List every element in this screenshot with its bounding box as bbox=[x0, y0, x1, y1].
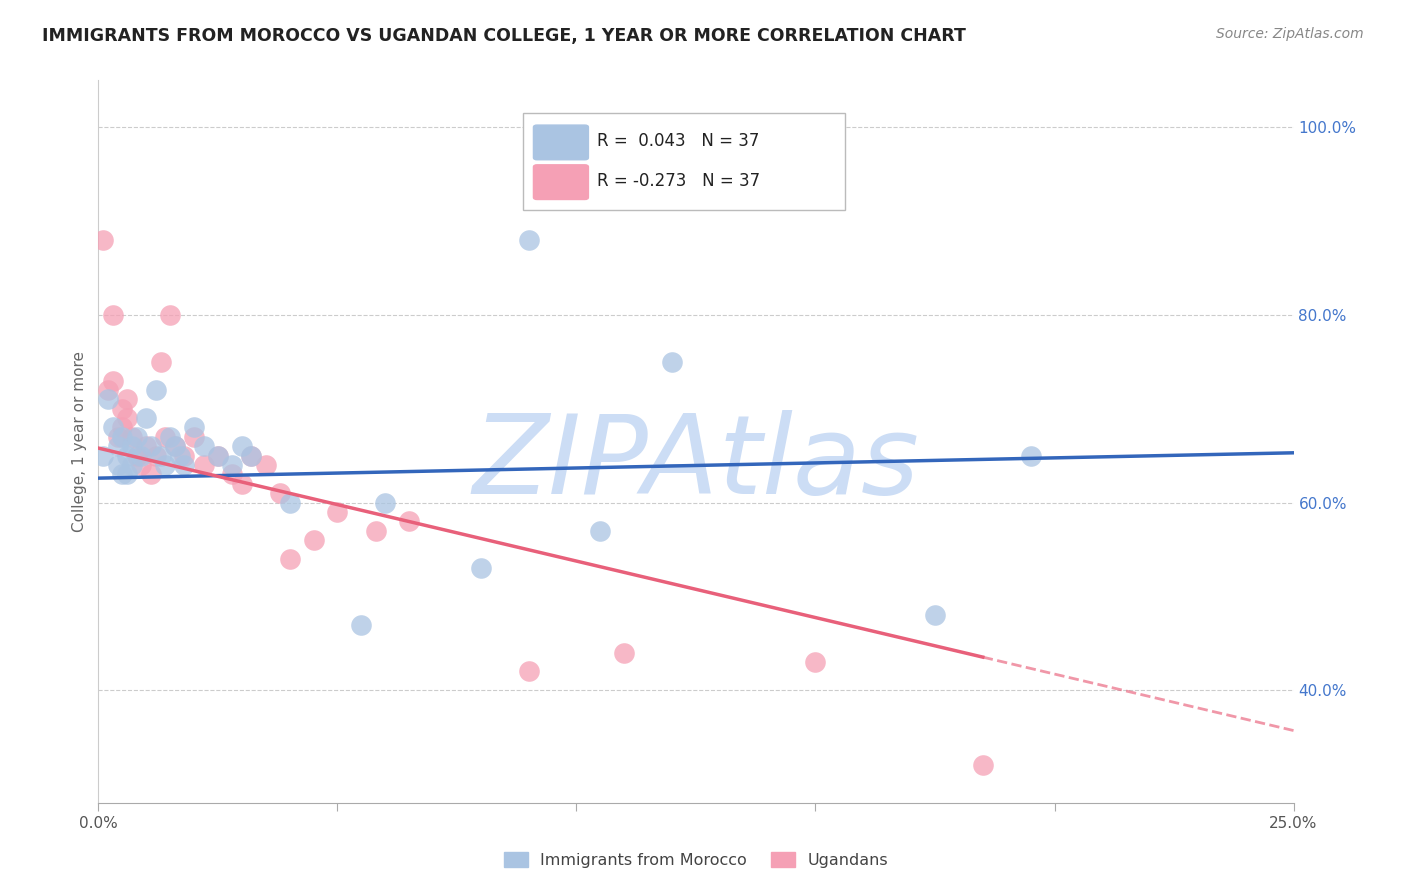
Point bbox=[804, 655, 827, 669]
Text: ZIPAtlas: ZIPAtlas bbox=[472, 409, 920, 516]
Point bbox=[269, 486, 291, 500]
Point bbox=[155, 458, 177, 472]
Point bbox=[183, 430, 205, 444]
Point bbox=[231, 439, 253, 453]
Point bbox=[193, 458, 215, 472]
Y-axis label: College, 1 year or more: College, 1 year or more bbox=[72, 351, 87, 532]
Point bbox=[115, 467, 138, 482]
FancyBboxPatch shape bbox=[533, 125, 589, 160]
Point bbox=[97, 392, 120, 407]
FancyBboxPatch shape bbox=[533, 165, 589, 200]
Point bbox=[661, 355, 683, 369]
Point bbox=[364, 524, 387, 538]
Point bbox=[131, 458, 153, 472]
Point bbox=[101, 308, 124, 322]
Point bbox=[135, 439, 157, 453]
Point bbox=[107, 439, 129, 453]
Point bbox=[517, 233, 540, 247]
Point bbox=[111, 420, 134, 434]
Point bbox=[183, 420, 205, 434]
Point bbox=[173, 449, 195, 463]
Point bbox=[173, 458, 195, 472]
Point bbox=[221, 458, 243, 472]
Point bbox=[135, 411, 157, 425]
Point bbox=[139, 439, 162, 453]
Point bbox=[139, 467, 162, 482]
Point bbox=[159, 308, 181, 322]
Point bbox=[924, 608, 946, 623]
Point bbox=[149, 355, 172, 369]
Point bbox=[398, 514, 420, 528]
Point bbox=[115, 411, 138, 425]
Point bbox=[207, 449, 229, 463]
Point bbox=[193, 439, 215, 453]
Point bbox=[326, 505, 349, 519]
Text: R =  0.043   N = 37: R = 0.043 N = 37 bbox=[596, 132, 759, 150]
Point bbox=[121, 458, 143, 472]
Point bbox=[91, 233, 114, 247]
Point bbox=[278, 495, 301, 509]
Point bbox=[101, 420, 124, 434]
Point bbox=[163, 439, 186, 453]
Point bbox=[240, 449, 263, 463]
Legend: Immigrants from Morocco, Ugandans: Immigrants from Morocco, Ugandans bbox=[498, 846, 894, 874]
Point bbox=[125, 449, 148, 463]
Point bbox=[121, 439, 143, 453]
Point bbox=[231, 476, 253, 491]
Point bbox=[131, 449, 153, 463]
Point bbox=[240, 449, 263, 463]
Point bbox=[1019, 449, 1042, 463]
Point bbox=[149, 449, 172, 463]
Point bbox=[101, 374, 124, 388]
Point bbox=[145, 449, 167, 463]
Point bbox=[254, 458, 277, 472]
Point bbox=[111, 401, 134, 416]
Point bbox=[121, 430, 143, 444]
Point bbox=[107, 430, 129, 444]
Point bbox=[374, 495, 396, 509]
Point bbox=[169, 449, 191, 463]
Point bbox=[589, 524, 612, 538]
Text: IMMIGRANTS FROM MOROCCO VS UGANDAN COLLEGE, 1 YEAR OR MORE CORRELATION CHART: IMMIGRANTS FROM MOROCCO VS UGANDAN COLLE… bbox=[42, 27, 966, 45]
Point bbox=[97, 383, 120, 397]
Point bbox=[159, 430, 181, 444]
Point bbox=[163, 439, 186, 453]
Point bbox=[221, 467, 243, 482]
FancyBboxPatch shape bbox=[523, 112, 845, 211]
Point bbox=[115, 392, 138, 407]
Point bbox=[613, 646, 636, 660]
Point bbox=[107, 458, 129, 472]
Point bbox=[91, 449, 114, 463]
Point bbox=[517, 665, 540, 679]
Text: Source: ZipAtlas.com: Source: ZipAtlas.com bbox=[1216, 27, 1364, 41]
Point bbox=[145, 383, 167, 397]
Point bbox=[302, 533, 325, 547]
Point bbox=[278, 551, 301, 566]
Text: R = -0.273   N = 37: R = -0.273 N = 37 bbox=[596, 172, 759, 190]
Point bbox=[972, 758, 994, 772]
Point bbox=[350, 617, 373, 632]
Point bbox=[470, 561, 492, 575]
Point bbox=[111, 467, 134, 482]
Point bbox=[207, 449, 229, 463]
Point bbox=[125, 430, 148, 444]
Point bbox=[115, 449, 138, 463]
Point bbox=[111, 430, 134, 444]
Point bbox=[155, 430, 177, 444]
